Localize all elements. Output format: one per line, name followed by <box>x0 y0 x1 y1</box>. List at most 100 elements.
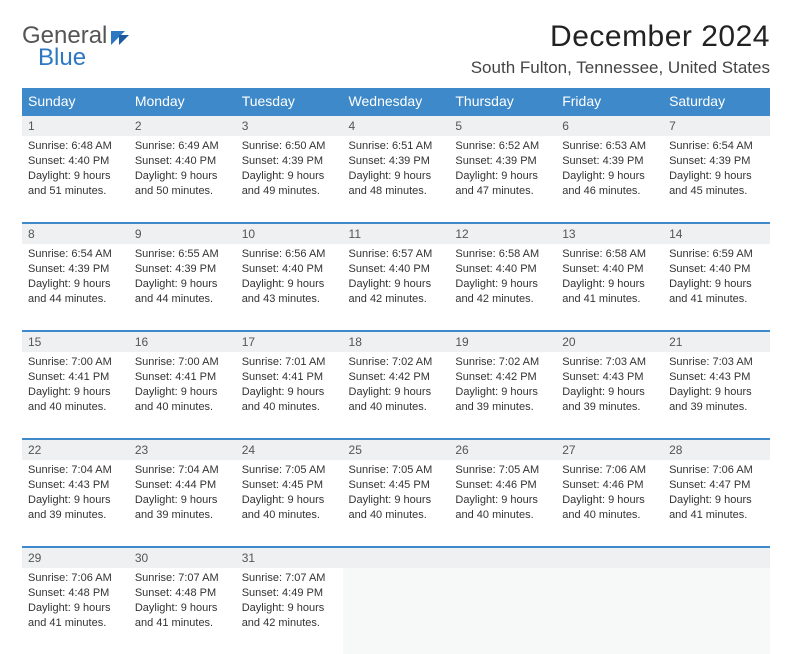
sunset-line: Sunset: 4:40 PM <box>135 154 230 169</box>
daylight-line: Daylight: 9 hours and 42 minutes. <box>242 601 337 631</box>
day-number: 8 <box>22 222 129 244</box>
sunrise-line: Sunrise: 6:57 AM <box>349 247 444 262</box>
sunset-line: Sunset: 4:45 PM <box>242 478 337 493</box>
day-cell: Sunrise: 7:04 AMSunset: 4:43 PMDaylight:… <box>22 460 129 528</box>
sunrise-line: Sunrise: 6:51 AM <box>349 139 444 154</box>
day-cell: Sunrise: 6:56 AMSunset: 4:40 PMDaylight:… <box>236 244 343 312</box>
sunset-line: Sunset: 4:39 PM <box>562 154 657 169</box>
day-number: 22 <box>22 438 129 460</box>
brand-word-2: Blue <box>38 44 86 72</box>
day-cell: Sunrise: 7:05 AMSunset: 4:45 PMDaylight:… <box>236 460 343 528</box>
day-number: 24 <box>236 438 343 460</box>
day-number: 31 <box>236 546 343 568</box>
sunset-line: Sunset: 4:41 PM <box>135 370 230 385</box>
day-cell: Sunrise: 7:05 AMSunset: 4:46 PMDaylight:… <box>449 460 556 528</box>
daylight-line: Daylight: 9 hours and 41 minutes. <box>669 493 764 523</box>
weekday-header: Thursday <box>449 88 556 114</box>
daylight-line: Daylight: 9 hours and 46 minutes. <box>562 169 657 199</box>
day-cell: Sunrise: 7:07 AMSunset: 4:49 PMDaylight:… <box>236 568 343 636</box>
weekday-header: Saturday <box>663 88 770 114</box>
day-number: 27 <box>556 438 663 460</box>
day-cell: Sunrise: 7:02 AMSunset: 4:42 PMDaylight:… <box>343 352 450 420</box>
weekday-header: Wednesday <box>343 88 450 114</box>
day-number: 20 <box>556 330 663 352</box>
sunrise-line: Sunrise: 7:00 AM <box>135 355 230 370</box>
day-number: 18 <box>343 330 450 352</box>
daylight-line: Daylight: 9 hours and 50 minutes. <box>135 169 230 199</box>
day-cell: Sunrise: 7:06 AMSunset: 4:48 PMDaylight:… <box>22 568 129 636</box>
day-number: 1 <box>22 114 129 136</box>
day-number: 17 <box>236 330 343 352</box>
day-cell: Sunrise: 7:06 AMSunset: 4:47 PMDaylight:… <box>663 460 770 528</box>
sunset-line: Sunset: 4:46 PM <box>455 478 550 493</box>
brand-logo: General Blue <box>22 20 129 72</box>
sunrise-line: Sunrise: 6:48 AM <box>28 139 123 154</box>
daylight-line: Daylight: 9 hours and 41 minutes. <box>562 277 657 307</box>
sunset-line: Sunset: 4:42 PM <box>455 370 550 385</box>
sunset-line: Sunset: 4:40 PM <box>28 154 123 169</box>
daylight-line: Daylight: 9 hours and 40 minutes. <box>455 493 550 523</box>
day-number: 5 <box>449 114 556 136</box>
daylight-line: Daylight: 9 hours and 40 minutes. <box>349 385 444 415</box>
sunset-line: Sunset: 4:45 PM <box>349 478 444 493</box>
sunrise-line: Sunrise: 7:00 AM <box>28 355 123 370</box>
sunrise-line: Sunrise: 6:52 AM <box>455 139 550 154</box>
daylight-line: Daylight: 9 hours and 40 minutes. <box>135 385 230 415</box>
day-number-empty <box>343 546 450 568</box>
daylight-line: Daylight: 9 hours and 39 minutes. <box>135 493 230 523</box>
day-number: 26 <box>449 438 556 460</box>
sunrise-line: Sunrise: 7:06 AM <box>28 571 123 586</box>
sunrise-line: Sunrise: 6:50 AM <box>242 139 337 154</box>
sunrise-line: Sunrise: 7:06 AM <box>669 463 764 478</box>
sunrise-line: Sunrise: 7:03 AM <box>562 355 657 370</box>
daylight-line: Daylight: 9 hours and 39 minutes. <box>669 385 764 415</box>
sunset-line: Sunset: 4:47 PM <box>669 478 764 493</box>
sunrise-line: Sunrise: 7:05 AM <box>455 463 550 478</box>
day-cell: Sunrise: 6:55 AMSunset: 4:39 PMDaylight:… <box>129 244 236 312</box>
sunset-line: Sunset: 4:39 PM <box>28 262 123 277</box>
sunset-line: Sunset: 4:39 PM <box>455 154 550 169</box>
day-number-empty <box>663 546 770 568</box>
day-number: 6 <box>556 114 663 136</box>
day-number: 10 <box>236 222 343 244</box>
day-number: 29 <box>22 546 129 568</box>
daylight-line: Daylight: 9 hours and 45 minutes. <box>669 169 764 199</box>
day-number: 30 <box>129 546 236 568</box>
empty-day-cell <box>449 568 556 654</box>
daylight-line: Daylight: 9 hours and 40 minutes. <box>28 385 123 415</box>
day-number: 9 <box>129 222 236 244</box>
day-cell: Sunrise: 7:00 AMSunset: 4:41 PMDaylight:… <box>22 352 129 420</box>
page-title: December 2024 <box>471 20 770 54</box>
day-number: 25 <box>343 438 450 460</box>
day-number-empty <box>449 546 556 568</box>
sunset-line: Sunset: 4:39 PM <box>669 154 764 169</box>
daylight-line: Daylight: 9 hours and 41 minutes. <box>669 277 764 307</box>
sunrise-line: Sunrise: 7:07 AM <box>135 571 230 586</box>
sunrise-line: Sunrise: 6:56 AM <box>242 247 337 262</box>
daylight-line: Daylight: 9 hours and 44 minutes. <box>28 277 123 307</box>
sunset-line: Sunset: 4:41 PM <box>28 370 123 385</box>
daylight-line: Daylight: 9 hours and 42 minutes. <box>455 277 550 307</box>
sunrise-line: Sunrise: 7:03 AM <box>669 355 764 370</box>
day-number: 3 <box>236 114 343 136</box>
day-cell: Sunrise: 6:54 AMSunset: 4:39 PMDaylight:… <box>22 244 129 312</box>
day-cell: Sunrise: 7:03 AMSunset: 4:43 PMDaylight:… <box>663 352 770 420</box>
weekday-header: Friday <box>556 88 663 114</box>
brand-triangle-icon-2 <box>119 35 129 45</box>
day-cell: Sunrise: 6:59 AMSunset: 4:40 PMDaylight:… <box>663 244 770 312</box>
daylight-line: Daylight: 9 hours and 40 minutes. <box>242 385 337 415</box>
sunrise-line: Sunrise: 7:05 AM <box>349 463 444 478</box>
sunset-line: Sunset: 4:48 PM <box>28 586 123 601</box>
day-cell: Sunrise: 6:54 AMSunset: 4:39 PMDaylight:… <box>663 136 770 204</box>
day-number: 16 <box>129 330 236 352</box>
day-number: 28 <box>663 438 770 460</box>
day-number: 19 <box>449 330 556 352</box>
daylight-line: Daylight: 9 hours and 51 minutes. <box>28 169 123 199</box>
sunrise-line: Sunrise: 6:55 AM <box>135 247 230 262</box>
day-cell: Sunrise: 6:51 AMSunset: 4:39 PMDaylight:… <box>343 136 450 204</box>
daylight-line: Daylight: 9 hours and 47 minutes. <box>455 169 550 199</box>
day-cell: Sunrise: 6:49 AMSunset: 4:40 PMDaylight:… <box>129 136 236 204</box>
day-cell: Sunrise: 7:07 AMSunset: 4:48 PMDaylight:… <box>129 568 236 636</box>
day-cell: Sunrise: 7:00 AMSunset: 4:41 PMDaylight:… <box>129 352 236 420</box>
daylight-line: Daylight: 9 hours and 43 minutes. <box>242 277 337 307</box>
